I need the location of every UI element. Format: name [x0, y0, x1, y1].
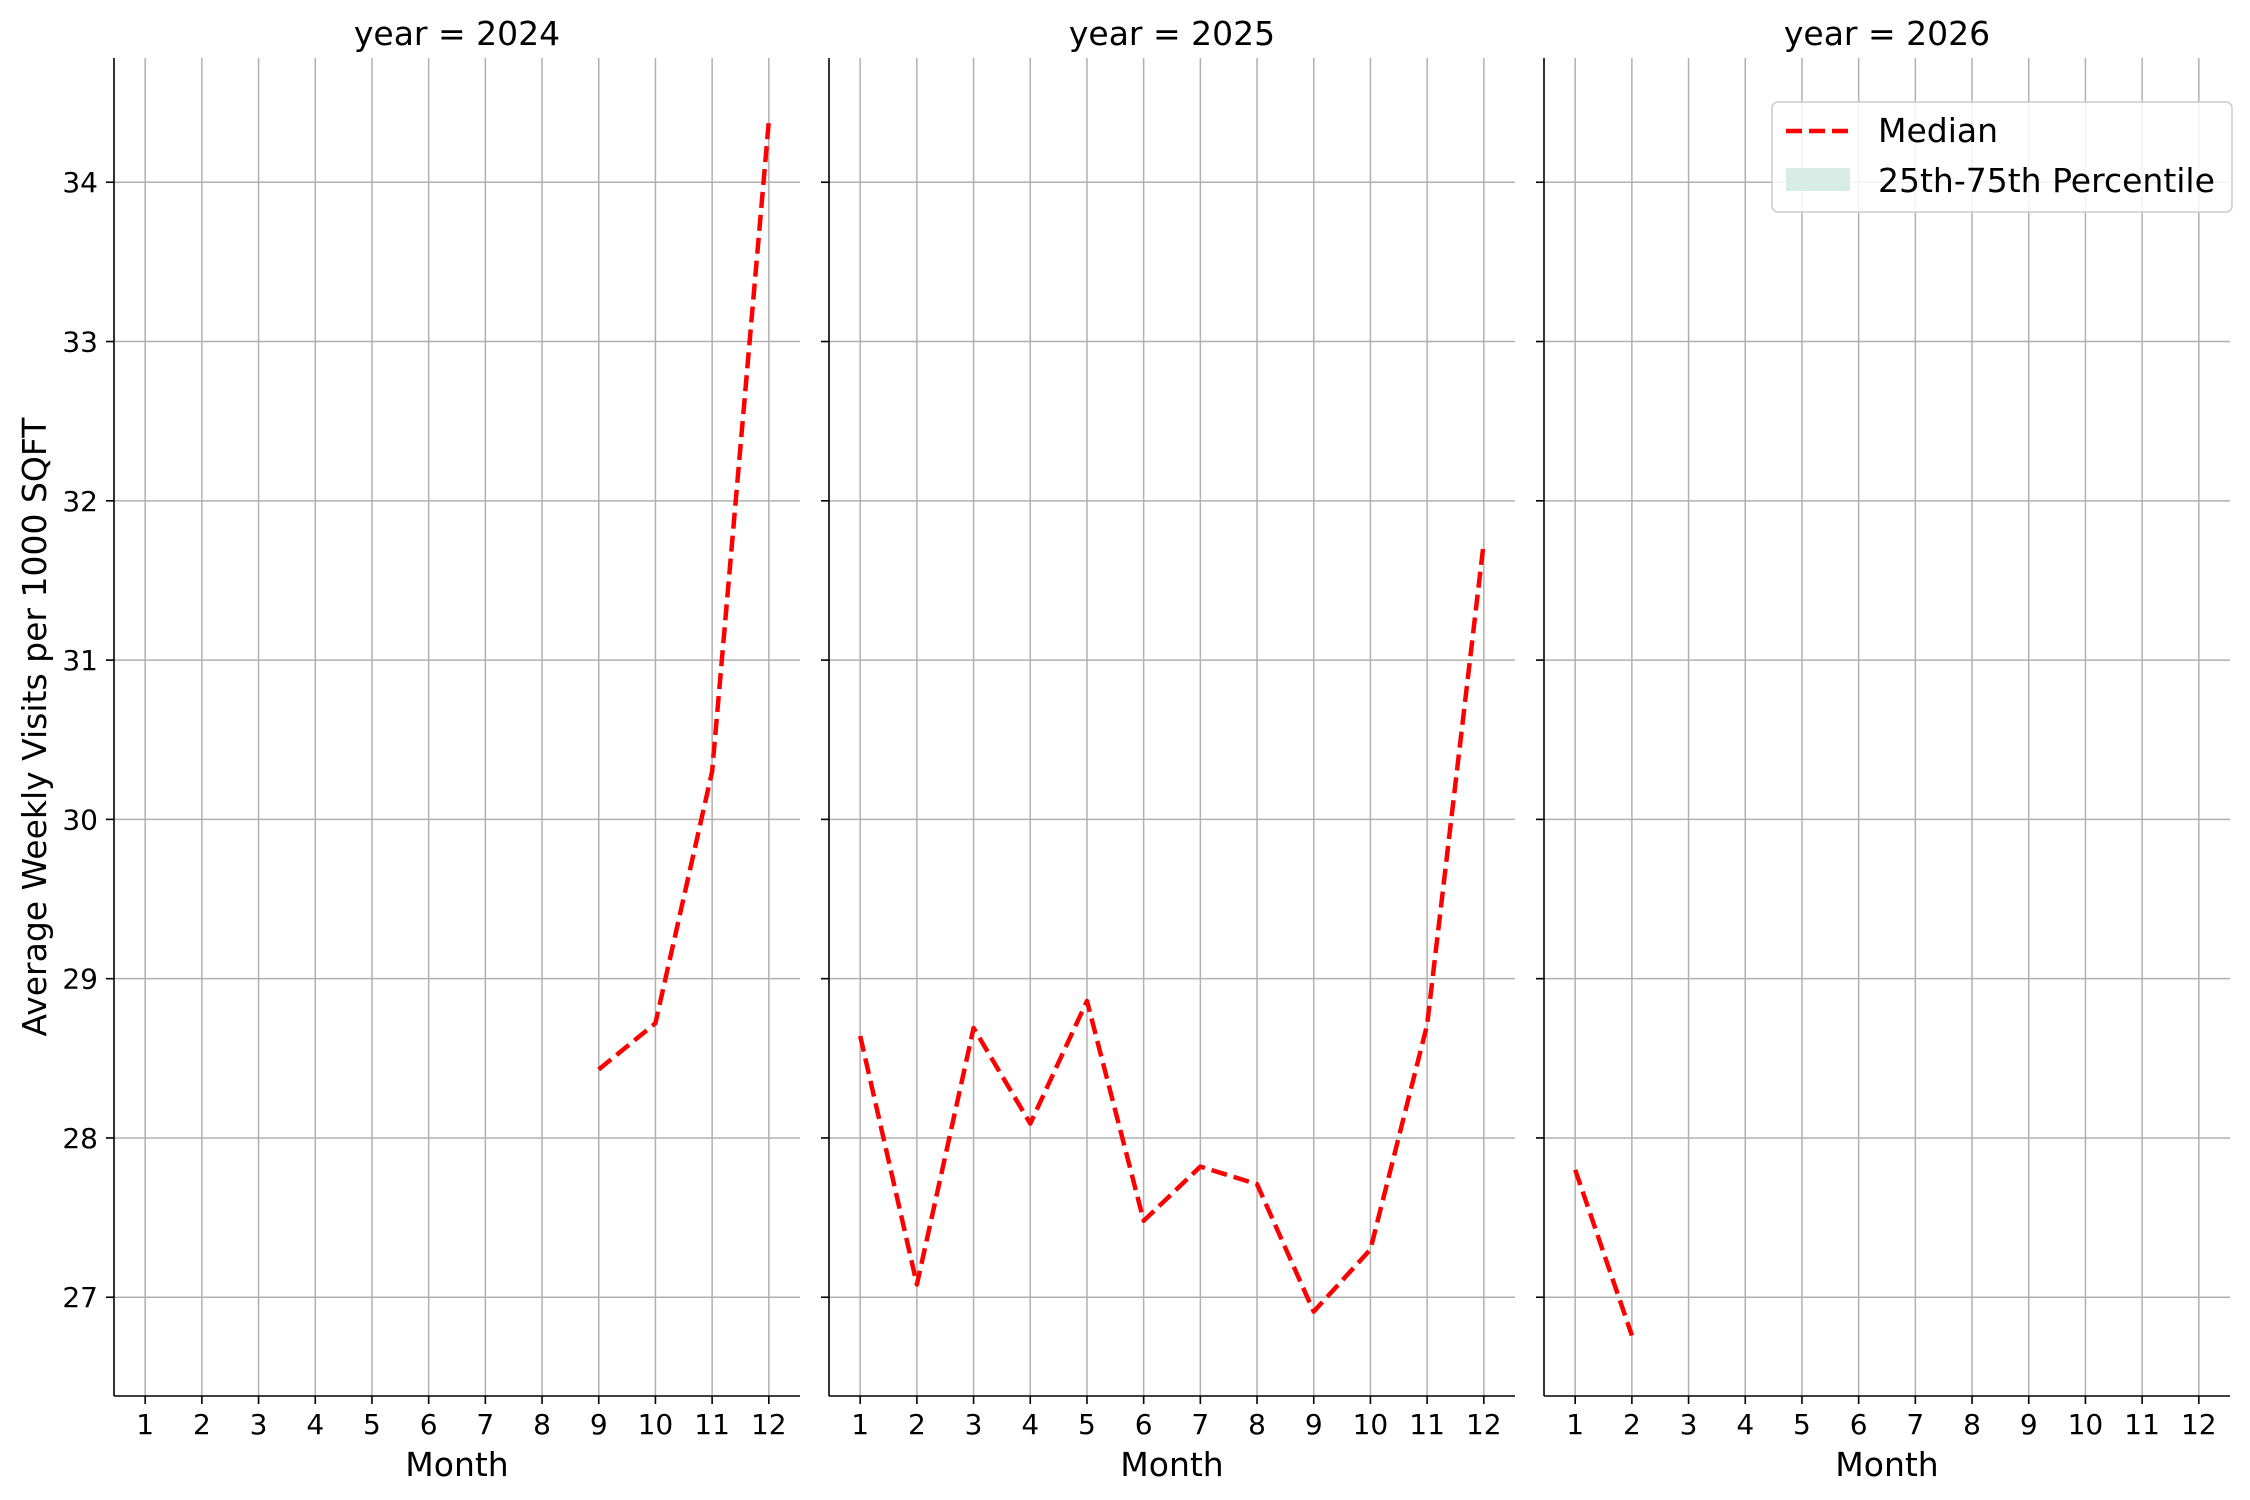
x-tick-label: 5 [1078, 1408, 1096, 1441]
x-tick-label: 6 [1850, 1408, 1868, 1441]
x-tick-label: 3 [965, 1408, 983, 1441]
y-tick-label: 33 [62, 326, 98, 359]
x-tick-label: 8 [1963, 1408, 1981, 1441]
x-axis-label: Month [1835, 1445, 1938, 1484]
x-tick-label: 9 [1305, 1408, 1323, 1441]
x-tick-label: 6 [1135, 1408, 1153, 1441]
x-tick-label: 10 [638, 1408, 674, 1441]
median-line [597, 121, 772, 1072]
x-tick-label: 12 [1466, 1408, 1502, 1441]
x-tick-label: 7 [1906, 1408, 1924, 1441]
x-tick-label: 12 [751, 1408, 787, 1441]
x-tick-label: 4 [1736, 1408, 1754, 1441]
y-tick-label: 29 [62, 963, 98, 996]
x-tick-label: 11 [2124, 1408, 2160, 1441]
x-axis-label: Month [405, 1445, 508, 1484]
x-tick-label: 10 [1353, 1408, 1389, 1441]
panel-title: year = 2024 [354, 14, 560, 53]
x-tick-label: 12 [2181, 1408, 2217, 1441]
x-tick-label: 4 [306, 1408, 324, 1441]
x-axis-label: Month [1120, 1445, 1223, 1484]
x-tick-label: 9 [2020, 1408, 2038, 1441]
x-tick-label: 1 [851, 1408, 869, 1441]
median-line [1573, 1169, 1635, 1337]
y-tick-label: 28 [62, 1122, 98, 1155]
y-tick-label: 30 [62, 803, 98, 836]
x-tick-label: 5 [1793, 1408, 1811, 1441]
y-tick-label: 34 [62, 166, 98, 199]
panel-title: year = 2025 [1069, 14, 1275, 53]
x-tick-label: 10 [2068, 1408, 2104, 1441]
x-tick-label: 2 [1623, 1408, 1641, 1441]
x-tick-label: 7 [1191, 1408, 1209, 1441]
legend-box [1771, 101, 2233, 213]
legend-median-label: Median [1878, 111, 1998, 150]
x-tick-label: 11 [694, 1408, 730, 1441]
x-tick-label: 1 [1566, 1408, 1584, 1441]
x-tick-label: 8 [533, 1408, 551, 1441]
x-tick-label: 5 [363, 1408, 381, 1441]
y-tick-label: 31 [62, 644, 98, 677]
x-tick-label: 3 [250, 1408, 268, 1441]
y-axis-label: Average Weekly Visits per 1000 SQFT [15, 417, 54, 1037]
x-tick-label: 7 [476, 1408, 494, 1441]
y-tick-label: 32 [62, 485, 98, 518]
x-tick-label: 11 [1409, 1408, 1445, 1441]
x-tick-label: 9 [590, 1408, 608, 1441]
median-line [858, 541, 1487, 1314]
x-tick-label: 8 [1248, 1408, 1266, 1441]
legend: Median 25th-75th Percentile [1771, 101, 2233, 213]
x-tick-label: 2 [193, 1408, 211, 1441]
x-tick-label: 1 [136, 1408, 154, 1441]
y-tick-label: 27 [62, 1281, 98, 1314]
legend-percentile-label: 25th-75th Percentile [1878, 161, 2215, 200]
x-tick-label: 4 [1021, 1408, 1039, 1441]
x-tick-label: 6 [420, 1408, 438, 1441]
legend-percentile-swatch [1786, 168, 1850, 191]
x-tick-label: 2 [908, 1408, 926, 1441]
panel-title: year = 2026 [1784, 14, 1990, 53]
x-tick-label: 3 [1680, 1408, 1698, 1441]
